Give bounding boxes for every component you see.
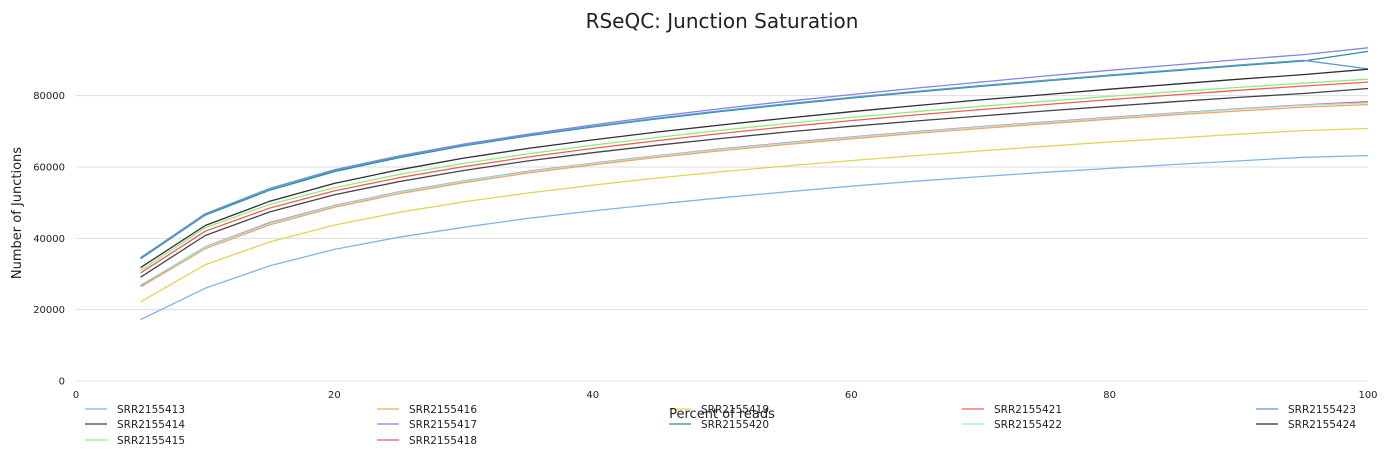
legend-label: SRR2155417 bbox=[409, 419, 477, 431]
legend-item[interactable]: SRR2155424 bbox=[1256, 419, 1356, 431]
series-line-SRR2155421 bbox=[140, 81, 1369, 274]
y-tick-label: 0 bbox=[59, 377, 65, 388]
y-tick-label: 20000 bbox=[33, 305, 65, 316]
legend-item[interactable]: SRR2155416 bbox=[377, 404, 477, 416]
legend-label: SRR2155421 bbox=[994, 404, 1062, 416]
legend-label: SRR2155413 bbox=[117, 404, 185, 416]
series-line-SRR2155416 bbox=[140, 103, 1369, 288]
legend-item[interactable]: SRR2155414 bbox=[85, 419, 185, 431]
x-tick-label: 100 bbox=[1358, 390, 1377, 401]
legend-item[interactable]: SRR2155421 bbox=[962, 404, 1062, 416]
legend-item[interactable]: SRR2155419 bbox=[669, 404, 769, 416]
legend: SRR2155413 SRR2155414 SRR2155415 SRR2155416… bbox=[85, 404, 1356, 447]
series-line-SRR2155424 bbox=[140, 68, 1369, 269]
legend-item[interactable]: SRR2155417 bbox=[377, 419, 477, 431]
series-line-SRR2155415 bbox=[140, 78, 1369, 271]
legend-item[interactable]: SRR2155413 bbox=[85, 404, 185, 416]
series-line-SRR2155420 bbox=[140, 50, 1369, 260]
legend-item[interactable]: SRR2155418 bbox=[377, 435, 477, 447]
x-tick-label: 20 bbox=[328, 390, 341, 401]
y-tick-label: 60000 bbox=[33, 162, 65, 173]
legend-label: SRR2155423 bbox=[1288, 404, 1356, 416]
legend-item[interactable]: SRR2155415 bbox=[85, 435, 185, 447]
series-line-SRR2155419 bbox=[140, 127, 1369, 303]
legend-label: SRR2155414 bbox=[117, 419, 185, 431]
y-axis-ticks: 0 20000 40000 60000 80000 bbox=[33, 91, 65, 387]
legend-label: SRR2155422 bbox=[994, 419, 1062, 431]
y-axis-label: Number of Junctions bbox=[10, 147, 25, 279]
legend-label: SRR2155424 bbox=[1288, 419, 1356, 431]
series-line-SRR2155414 bbox=[140, 87, 1369, 278]
legend-label: SRR2155418 bbox=[409, 435, 477, 447]
legend-item[interactable]: SRR2155420 bbox=[669, 419, 769, 431]
y-tick-label: 40000 bbox=[33, 234, 65, 245]
series-line-SRR2155417 bbox=[140, 47, 1369, 259]
x-axis-label: Percent of reads bbox=[669, 407, 775, 422]
legend-item[interactable]: SRR2155423 bbox=[1256, 404, 1356, 416]
legend-label: SRR2155415 bbox=[117, 435, 185, 447]
x-axis: 0 20 40 60 80 100 bbox=[73, 380, 1378, 401]
y-gridlines bbox=[76, 95, 1368, 311]
x-tick-label: 40 bbox=[586, 390, 599, 401]
chart-title: RSeQC: Junction Saturation bbox=[586, 9, 859, 33]
x-tick-label: 80 bbox=[1103, 390, 1116, 401]
series-line-SRR2155422 bbox=[140, 102, 1369, 286]
legend-label: SRR2155420 bbox=[701, 419, 769, 431]
x-tick-label: 0 bbox=[73, 390, 79, 401]
legend-label: SRR2155416 bbox=[409, 404, 477, 416]
series-line-SRR2155423 bbox=[140, 59, 1369, 259]
series-lines bbox=[140, 47, 1369, 321]
x-tick-label: 60 bbox=[845, 390, 858, 401]
legend-label: SRR2155419 bbox=[701, 404, 769, 416]
series-line-SRR2155413 bbox=[140, 154, 1369, 321]
y-tick-label: 80000 bbox=[33, 91, 65, 102]
legend-item[interactable]: SRR2155422 bbox=[962, 419, 1062, 431]
